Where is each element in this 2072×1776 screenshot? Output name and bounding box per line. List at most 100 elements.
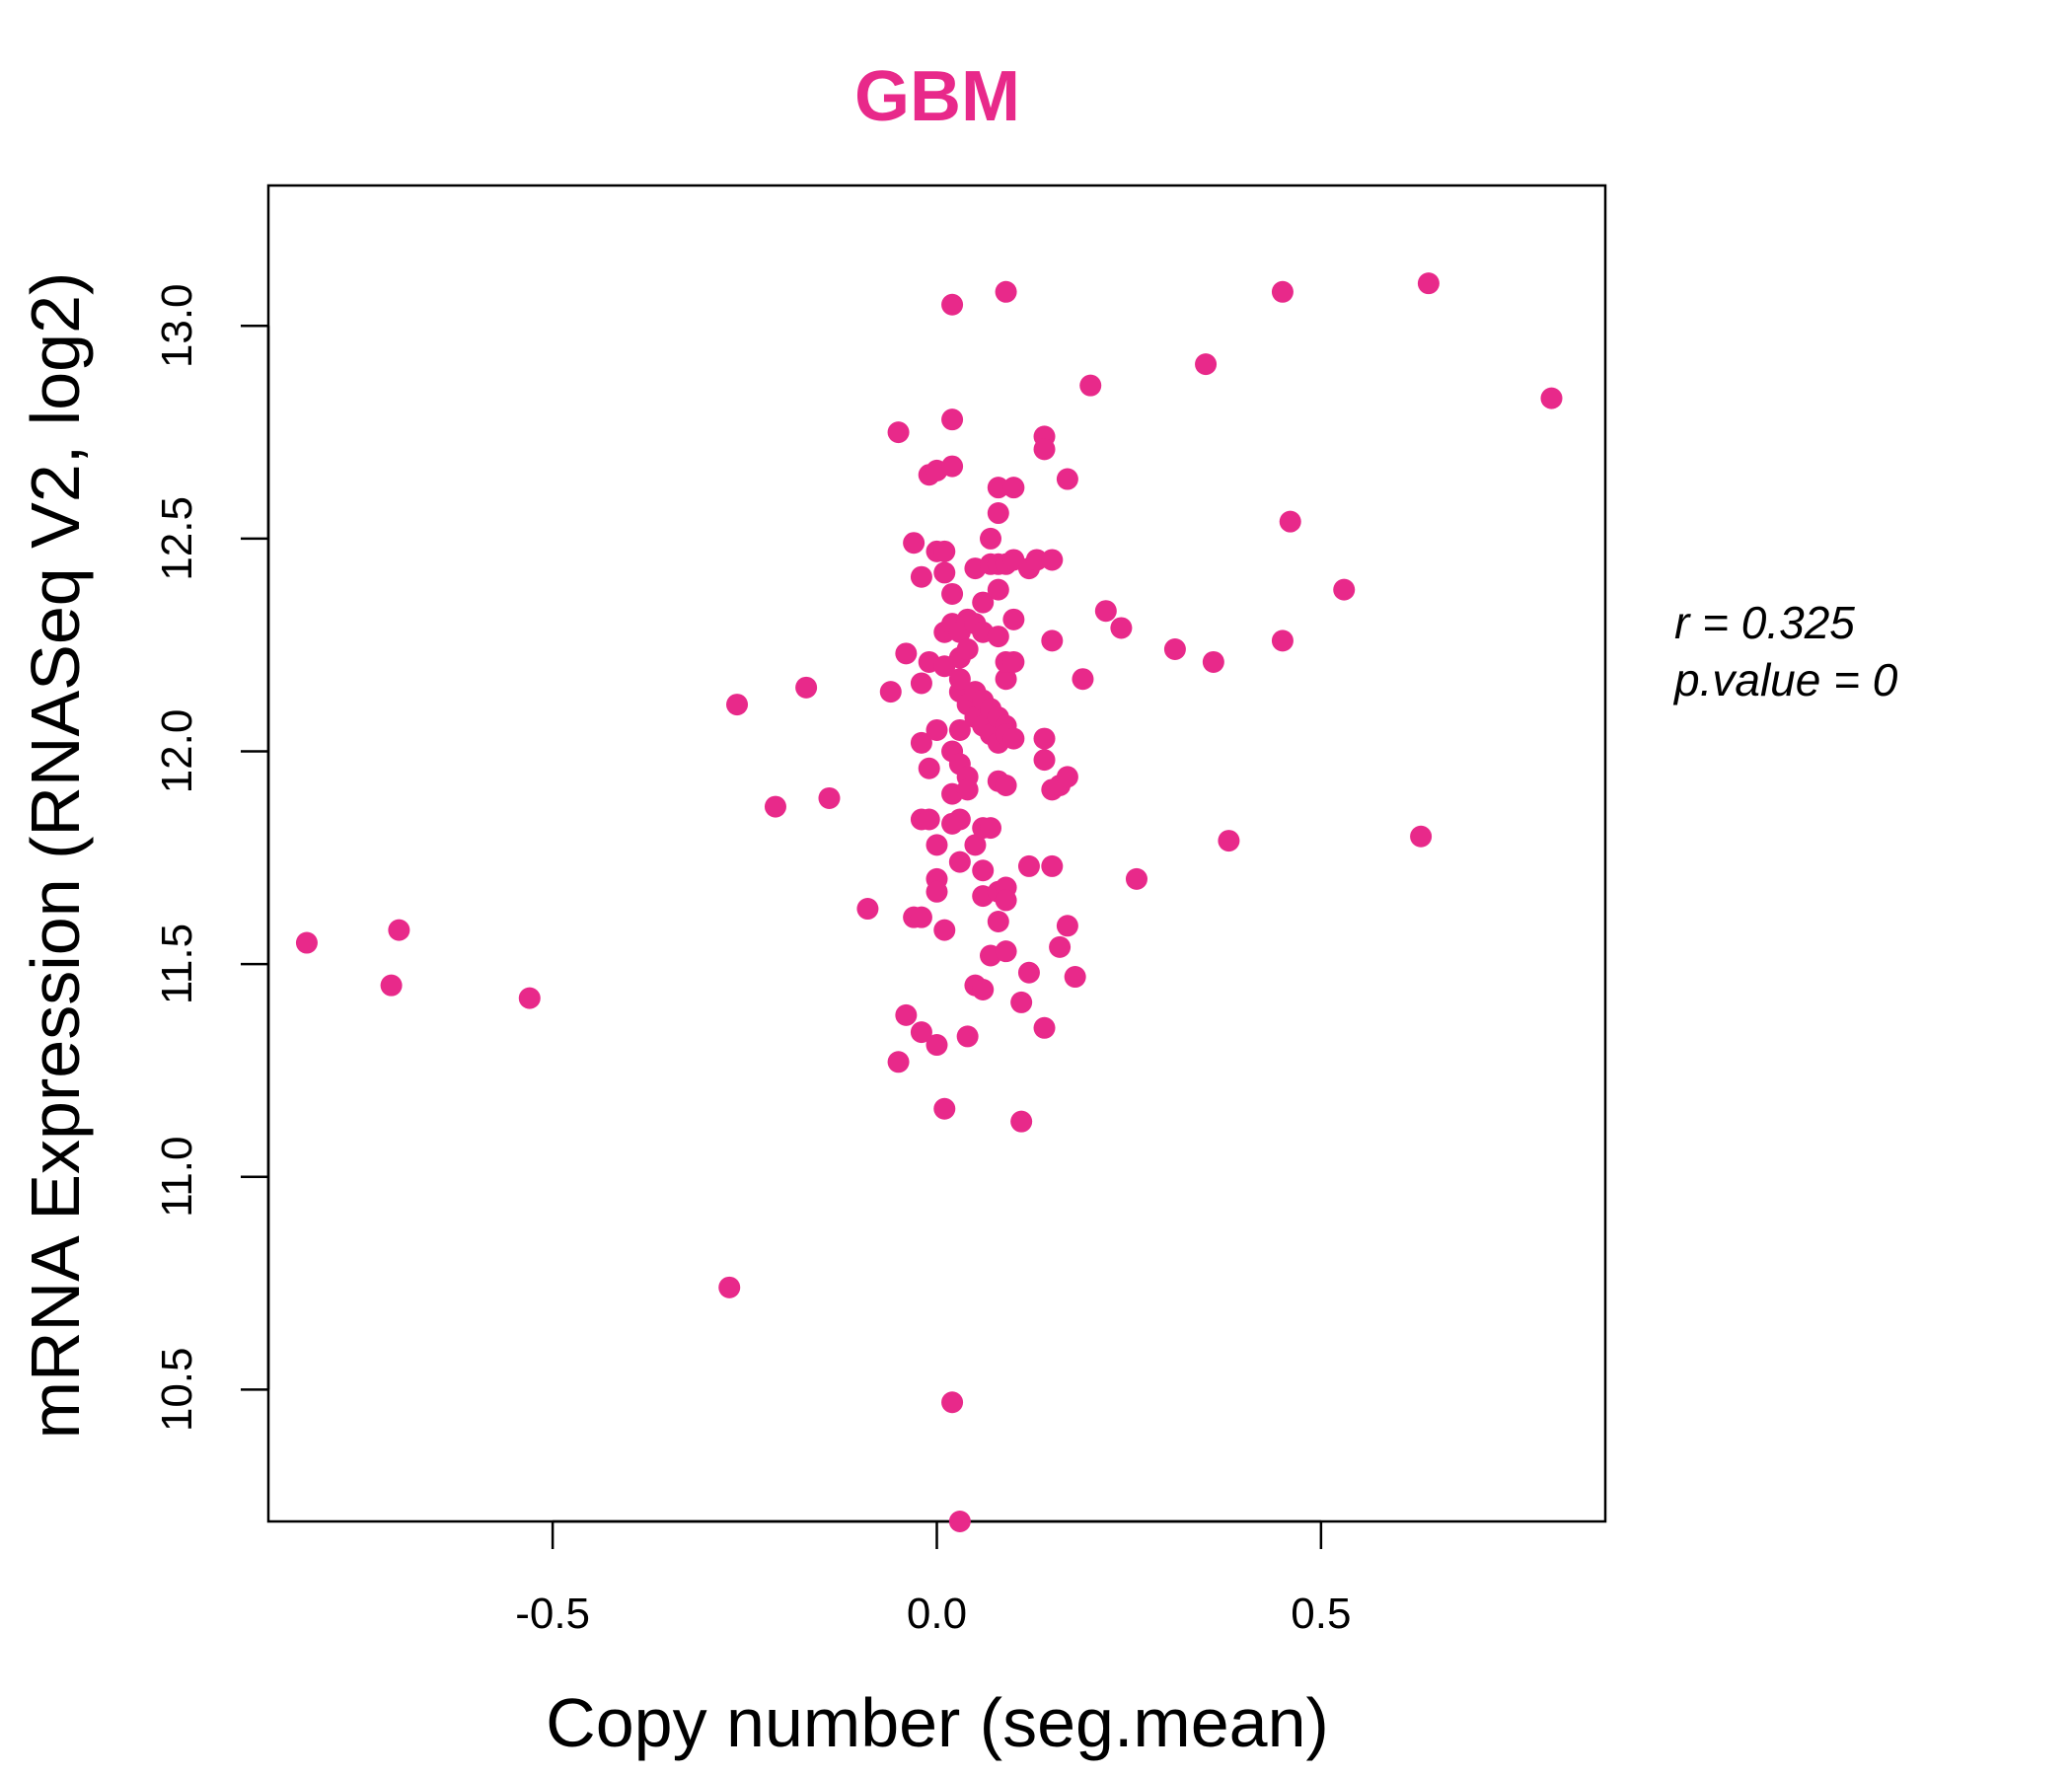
data-point (972, 591, 995, 614)
data-point (987, 626, 1009, 648)
data-point (980, 817, 1002, 840)
data-point (910, 565, 932, 588)
data-point (1279, 510, 1301, 533)
data-point (995, 280, 1017, 303)
data-point (918, 808, 940, 831)
data-point (887, 421, 910, 444)
data-point (1195, 353, 1218, 376)
data-point (910, 1021, 932, 1044)
data-point (895, 642, 918, 665)
data-point (1033, 727, 1056, 750)
data-point (1163, 638, 1186, 661)
data-point (925, 718, 948, 741)
data-point (1056, 766, 1078, 788)
chart-title: GBM (854, 57, 1020, 136)
data-point (718, 1276, 741, 1298)
data-point (388, 919, 410, 941)
data-point (1410, 825, 1433, 848)
data-point (895, 1003, 918, 1026)
data-point (987, 910, 1009, 932)
data-point (933, 919, 956, 941)
data-point (948, 1511, 971, 1532)
data-point (956, 638, 979, 661)
data-point (887, 1051, 910, 1073)
data-point (941, 455, 964, 478)
data-point (1025, 549, 1048, 571)
data-point (1002, 727, 1025, 750)
data-point (972, 859, 995, 882)
data-point (941, 1391, 964, 1414)
y-tick-label: 11.0 (153, 1137, 201, 1218)
data-point (1017, 961, 1040, 984)
data-point (795, 676, 818, 699)
data-point (1056, 468, 1078, 490)
data-point (933, 540, 956, 562)
data-point (1017, 854, 1040, 877)
y-tick-label: 12.0 (153, 709, 201, 794)
x-tick-label: -0.5 (515, 1590, 590, 1638)
data-point (1041, 549, 1064, 571)
data-point (856, 898, 879, 921)
data-point (956, 1025, 979, 1048)
x-tick-label: 0.5 (1291, 1590, 1351, 1638)
data-point (972, 978, 995, 1000)
data-point (1333, 578, 1356, 601)
data-point (1125, 867, 1147, 890)
data-point (1079, 374, 1102, 397)
data-point (1010, 991, 1033, 1013)
data-point (903, 532, 925, 555)
data-point (1041, 854, 1064, 877)
data-point (941, 582, 964, 605)
data-point (933, 1097, 956, 1120)
data-point (1002, 477, 1025, 499)
y-tick-label: 11.5 (153, 924, 201, 1004)
data-point (941, 293, 964, 316)
data-point (948, 808, 971, 831)
data-point (995, 940, 1017, 963)
data-point (910, 672, 932, 695)
data-point (941, 408, 964, 431)
data-point (818, 786, 841, 809)
data-point (295, 931, 318, 954)
data-point (948, 668, 971, 691)
data-point (933, 561, 956, 584)
data-point (918, 757, 940, 779)
data-point (995, 668, 1017, 691)
data-point (1033, 438, 1056, 461)
data-point (995, 775, 1017, 797)
p-value-label: p.value = 0 (1672, 654, 1898, 705)
correlation-label: r = 0.325 (1674, 597, 1855, 648)
data-point (1049, 935, 1072, 958)
data-point (1002, 650, 1025, 673)
data-points (295, 272, 1563, 1532)
data-point (1540, 387, 1563, 409)
data-point (1010, 1110, 1033, 1133)
data-point (380, 974, 403, 997)
data-point (1002, 608, 1025, 630)
data-point (964, 834, 987, 856)
data-point (925, 834, 948, 856)
data-point (987, 578, 1009, 601)
data-point (1110, 617, 1133, 639)
data-point (925, 1034, 948, 1057)
data-point (948, 851, 971, 873)
y-axis-label: mRNA Expression (RNASeq V2, log2) (17, 272, 94, 1440)
y-tick-label: 12.5 (153, 496, 201, 581)
data-point (1094, 600, 1117, 623)
data-point (987, 477, 1009, 499)
x-axis-label: Copy number (seg.mean) (546, 1684, 1329, 1761)
data-point (764, 795, 786, 818)
data-point (726, 694, 749, 716)
data-point (1056, 915, 1078, 937)
x-tick-label: 0.0 (907, 1590, 967, 1638)
data-point (518, 987, 541, 1009)
data-point (980, 527, 1002, 550)
data-point (925, 880, 948, 903)
data-point (879, 681, 902, 703)
data-point (1271, 280, 1294, 303)
data-point (956, 778, 979, 801)
data-point (1041, 629, 1064, 652)
data-point (1271, 629, 1294, 652)
data-point (1072, 668, 1094, 691)
data-point (1033, 1016, 1056, 1039)
